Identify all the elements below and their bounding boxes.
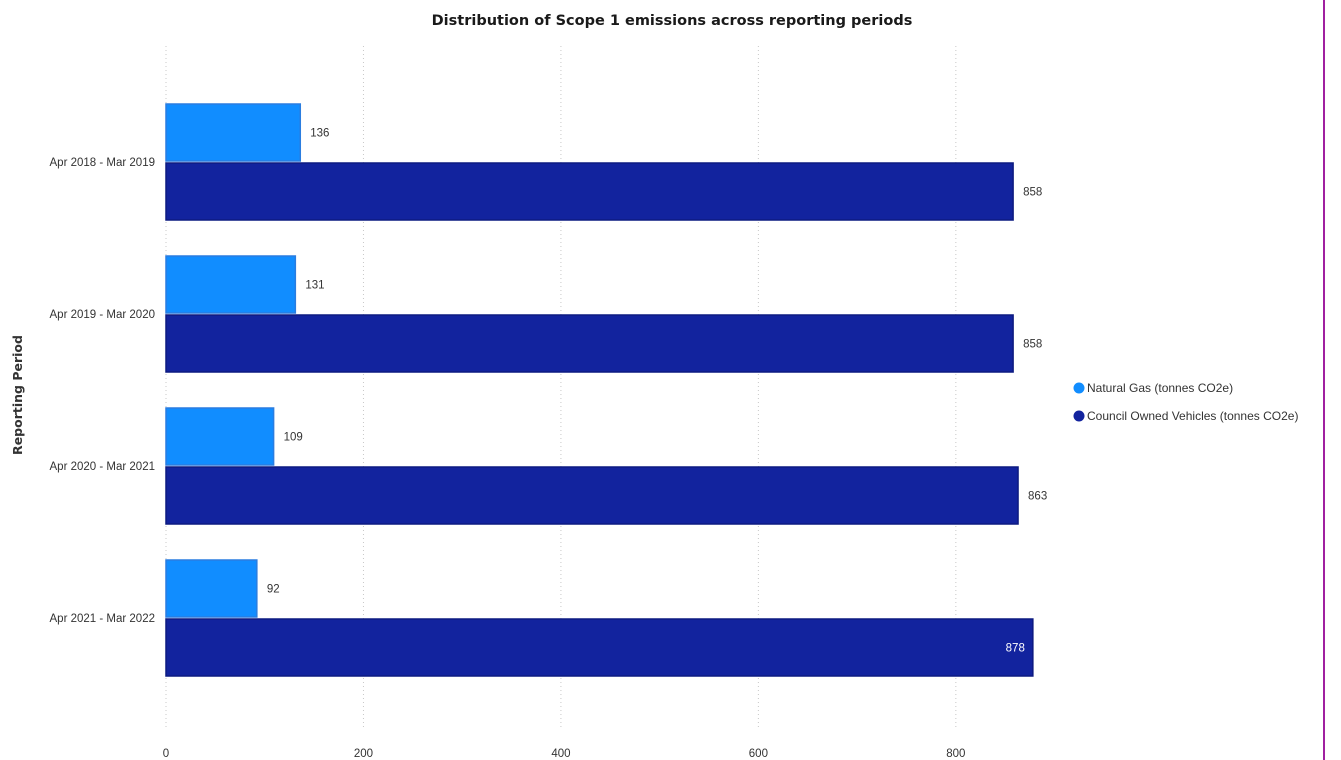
data-label: 858	[1023, 187, 1042, 199]
data-label: 878	[1006, 643, 1025, 655]
legend-marker	[1073, 382, 1085, 394]
category-label: Apr 2021 - Mar 2022	[50, 613, 155, 625]
data-label: 858	[1023, 339, 1042, 351]
bar-natural-gas[interactable]	[165, 103, 302, 162]
bars[interactable]	[165, 103, 1034, 677]
legend-label[interactable]: Natural Gas (tonnes CO2e)	[1087, 381, 1233, 395]
data-label: 109	[284, 432, 303, 444]
x-tick-label: 0	[163, 748, 169, 760]
chart-title: Distribution of Scope 1 emissions across…	[432, 13, 913, 29]
category-label: Apr 2018 - Mar 2019	[50, 157, 155, 169]
bar-council-vehicles[interactable]	[165, 618, 1034, 677]
bar-council-vehicles[interactable]	[165, 314, 1014, 373]
x-tick-label: 200	[354, 748, 373, 760]
category-label: Apr 2019 - Mar 2020	[50, 309, 155, 321]
legend-label[interactable]: Council Owned Vehicles (tonnes CO2e)	[1087, 409, 1298, 423]
data-label: 131	[305, 280, 324, 292]
data-label: 92	[267, 584, 280, 596]
legend-marker	[1073, 410, 1085, 422]
frame-border	[1323, 0, 1325, 760]
bar-natural-gas[interactable]	[165, 559, 258, 618]
data-label: 136	[310, 128, 329, 140]
x-axis-ticks: 0 200 400 600 800	[163, 748, 966, 760]
y-axis-categories: Apr 2018 - Mar 2019 Apr 2019 - Mar 2020 Ap…	[50, 157, 155, 625]
category-label: Apr 2020 - Mar 2021	[50, 461, 155, 473]
data-label: 863	[1028, 491, 1047, 503]
bar-natural-gas[interactable]	[165, 255, 297, 314]
bar-natural-gas[interactable]	[165, 407, 275, 466]
bar-council-vehicles[interactable]	[165, 162, 1014, 221]
legend[interactable]: Natural Gas (tonnes CO2e) Council Owned V…	[1073, 381, 1299, 423]
x-tick-label: 600	[749, 748, 768, 760]
bar-council-vehicles[interactable]	[165, 466, 1019, 525]
data-labels: 136 858 131 858 109 863 92 878	[267, 128, 1047, 655]
y-axis-title: Reporting Period	[10, 335, 25, 455]
x-tick-label: 400	[551, 748, 570, 760]
x-tick-label: 800	[946, 748, 965, 760]
